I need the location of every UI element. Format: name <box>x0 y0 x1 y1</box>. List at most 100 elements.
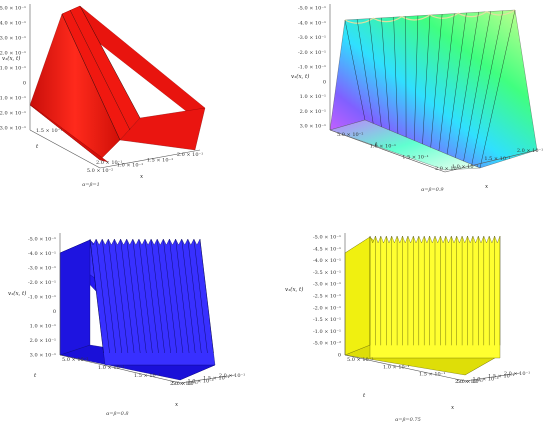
z-axis-label-c: v₁(x, t) <box>8 290 26 297</box>
surface-plot-panel-a: -5.0 × 10⁻¹ -4.0 × 10⁻¹ -3.0 × 10⁻¹ -2.0 × … <box>0 0 275 215</box>
x-tick-label: 2.0 × 10⁻¹ <box>177 152 203 158</box>
surface-d <box>344 235 501 376</box>
z-tick-label: 2.0 × 10⁻¹ <box>0 111 26 117</box>
axes-c <box>59 233 236 384</box>
x-axis-symbol-d: x <box>451 405 455 411</box>
z-tick-label: 2.0 × 10⁻¹ <box>30 338 56 344</box>
t-tick-label: 1.5 × 10⁻¹ <box>402 155 428 161</box>
z-tick-label: -3.0 × 10⁻¹ <box>28 266 56 272</box>
z-tick-label: 0 <box>338 353 341 359</box>
x-tick-labels-d: 5.0 × 10⁻²1.0 × 10⁻¹1.5 × 10⁻¹2.0 × 10⁻¹ <box>457 371 530 385</box>
t-axis-symbol-a: t <box>36 144 39 150</box>
x-tick-label: 1.5 × 10⁻¹ <box>488 374 514 380</box>
z-tick-label: 3.0 × 10⁻¹ <box>30 353 56 359</box>
z-tick-label: -1.0 × 10⁻¹ <box>28 295 56 301</box>
x-axis-symbol-b: x <box>485 184 489 190</box>
z-axis-label-b: v₁(x, t) <box>291 73 309 80</box>
t-tick-labels-b: 5.0 × 10⁻² 1.0 × 10⁻¹ 1.5 × 10⁻¹ 2.0 × 10⁻¹ <box>337 132 461 172</box>
x-tick-labels-a: 5.0 × 10⁻² 1.0 × 10⁻¹ 1.5 × 10⁻¹ 2.0 × 10⁻¹ <box>87 152 203 174</box>
surface-plot-panel-c: -5.0 × 10⁻¹ -4.0 × 10⁻¹ -3.0 × 10⁻¹ -2.0 × … <box>0 215 275 430</box>
z-tick-label: 1.0 × 10⁻¹ <box>300 94 326 100</box>
t-tick-label: 2.0 × 10⁻¹ <box>170 381 196 387</box>
x-tick-label: 5.0 × 10⁻² <box>87 168 113 174</box>
z-tick-label: 0 <box>53 309 56 315</box>
caption-d: α=β=0.75 <box>395 417 421 423</box>
z-axis-label-a: v₁(x, t) <box>2 55 20 62</box>
z-tick-label: -3.0 × 10⁻¹ <box>298 35 326 41</box>
z-tick-label: -4.5 × 10⁻¹ <box>313 246 341 252</box>
z-tick-labels-c: -5.0 × 10⁻¹ -4.0 × 10⁻¹ -3.0 × 10⁻¹ -2.0 × … <box>28 237 56 359</box>
z-tick-label: 0 <box>323 79 326 85</box>
x-tick-label: 2.0 × 10⁻¹ <box>517 148 543 154</box>
z-tick-label: -4.0 × 10⁻¹ <box>28 251 56 257</box>
z-tick-label: -1.0 × 10⁻¹ <box>313 329 341 335</box>
z-tick-labels-b: -5.0 × 10⁻¹ -4.0 × 10⁻¹ -3.0 × 10⁻¹ -2.0 × … <box>298 6 326 130</box>
t-tick-label: 1.0 × 10⁻¹ <box>383 364 409 370</box>
t-tick-label: 1.5 × 10⁻¹ <box>419 372 445 378</box>
z-tick-label: -3.0 × 10⁻¹ <box>313 282 341 288</box>
z-tick-label: -5.0 × 10⁻¹ <box>0 6 26 12</box>
z-tick-label: -1.0 × 10⁻¹ <box>0 66 26 72</box>
x-tick-label: 1.0 × 10⁻¹ <box>117 163 143 169</box>
surface-plot-panel-b: -5.0 × 10⁻¹ -4.0 × 10⁻¹ -3.0 × 10⁻¹ -2.0 × … <box>275 0 550 215</box>
t-axis-symbol-b: t <box>375 142 378 148</box>
x-tick-label: 2.0 × 10⁻¹ <box>219 373 245 379</box>
z-tick-label: -5.0 × 10⁻¹ <box>28 237 56 243</box>
z-tick-label: -2.0 × 10⁻¹ <box>28 280 56 286</box>
z-tick-labels-a: -5.0 × 10⁻¹ -4.0 × 10⁻¹ -3.0 × 10⁻¹ -2.0 × … <box>0 6 26 132</box>
z-tick-label: -5.0 × 10⁻¹ <box>298 6 326 12</box>
x-tick-label: 5.0 × 10⁻² <box>172 381 198 387</box>
z-tick-label: 3.0 × 10⁻¹ <box>300 124 326 130</box>
z-tick-label: -2.0 × 10⁻¹ <box>0 51 26 57</box>
z-tick-label: -5.0 × 10⁻² <box>313 341 341 347</box>
z-tick-label: -4.0 × 10⁻¹ <box>0 21 26 27</box>
surface-b <box>329 9 538 171</box>
x-axis-symbol-a: x <box>140 174 144 180</box>
caption-a: α=β=1 <box>82 182 100 188</box>
z-tick-label: 0 <box>23 81 26 87</box>
t-tick-labels-a: 1.5 × 10⁻¹ 2.0 × 10⁻¹ <box>36 128 122 166</box>
t-tick-label: 2.0 × 10⁻¹ <box>435 166 461 172</box>
caption-b: α=β=0.9 <box>421 187 444 193</box>
z-tick-label: -1.5 × 10⁻¹ <box>313 317 341 323</box>
z-tick-label: -2.0 × 10⁻¹ <box>298 50 326 56</box>
axes-d <box>344 233 521 382</box>
t-tick-label: 2.0 × 10⁻¹ <box>96 160 122 166</box>
t-tick-label: 5.0 × 10⁻² <box>62 357 88 363</box>
surface-a <box>29 5 206 163</box>
surface-plot-c: -5.0 × 10⁻¹ -4.0 × 10⁻¹ -3.0 × 10⁻¹ -2.0 × … <box>8 233 245 417</box>
x-tick-label: 5.0 × 10⁻² <box>457 379 483 385</box>
x-tick-labels-b: 1.0 × 10⁻¹ 1.5 × 10⁻¹ 2.0 × 10⁻¹ <box>452 148 543 170</box>
z-tick-label: -2.0 × 10⁻¹ <box>313 305 341 311</box>
surface-c <box>59 238 216 381</box>
z-tick-label: 1.0 × 10⁻¹ <box>0 96 26 102</box>
z-tick-labels-d: -5.0 × 10⁻¹ -4.5 × 10⁻¹ -4.0 × 10⁻¹ -3.5 × … <box>313 235 341 359</box>
t-tick-label: 1.5 × 10⁻¹ <box>134 373 160 379</box>
z-tick-label: -1.0 × 10⁻¹ <box>298 65 326 71</box>
surface-plot-a: -5.0 × 10⁻¹ -4.0 × 10⁻¹ -3.0 × 10⁻¹ -2.0 × … <box>0 4 206 188</box>
x-tick-label: 2.0 × 10⁻¹ <box>504 371 530 377</box>
surface-plot-b: -5.0 × 10⁻¹ -4.0 × 10⁻¹ -3.0 × 10⁻¹ -2.0 × … <box>291 4 543 193</box>
z-tick-label: 3.0 × 10⁻¹ <box>0 126 26 132</box>
x-tick-labels-c: 5.0 × 10⁻²1.0 × 10⁻¹1.5 × 10⁻¹2.0 × 10⁻¹ <box>172 373 245 387</box>
x-axis-symbol-c: x <box>175 402 179 408</box>
t-tick-labels-d: 5.0 × 10⁻² 1.0 × 10⁻¹ 1.5 × 10⁻¹ 2.0 × 10⁻¹ <box>347 357 481 385</box>
t-tick-label: 5.0 × 10⁻² <box>347 357 373 363</box>
x-tick-label: 1.0 × 10⁻¹ <box>452 164 478 170</box>
caption-c: α=β=0.8 <box>106 411 129 417</box>
surface-plot-panel-d: -5.0 × 10⁻¹ -4.5 × 10⁻¹ -4.0 × 10⁻¹ -3.5 × … <box>275 215 550 430</box>
z-tick-label: 2.0 × 10⁻¹ <box>300 109 326 115</box>
z-axis-label-d: v₁(x, t) <box>285 286 303 293</box>
t-tick-label: 1.0 × 10⁻¹ <box>370 143 396 149</box>
z-tick-label: -3.5 × 10⁻¹ <box>313 270 341 276</box>
x-tick-label: 1.0 × 10⁻¹ <box>188 378 214 384</box>
x-tick-label: 1.0 × 10⁻¹ <box>473 376 499 382</box>
t-tick-labels-c: 5.0 × 10⁻² 1.0 × 10⁻¹ 1.5 × 10⁻¹ 2.0 × 10⁻¹ <box>62 357 196 387</box>
x-tick-label: 1.5 × 10⁻¹ <box>484 156 510 162</box>
t-tick-label: 1.5 × 10⁻¹ <box>36 128 62 134</box>
z-tick-label: -2.5 × 10⁻¹ <box>313 294 341 300</box>
z-tick-label: -5.0 × 10⁻¹ <box>313 235 341 241</box>
z-tick-label: -3.0 × 10⁻¹ <box>0 36 26 42</box>
z-tick-label: 1.0 × 10⁻¹ <box>30 324 56 330</box>
x-tick-label: 1.5 × 10⁻¹ <box>147 157 173 163</box>
